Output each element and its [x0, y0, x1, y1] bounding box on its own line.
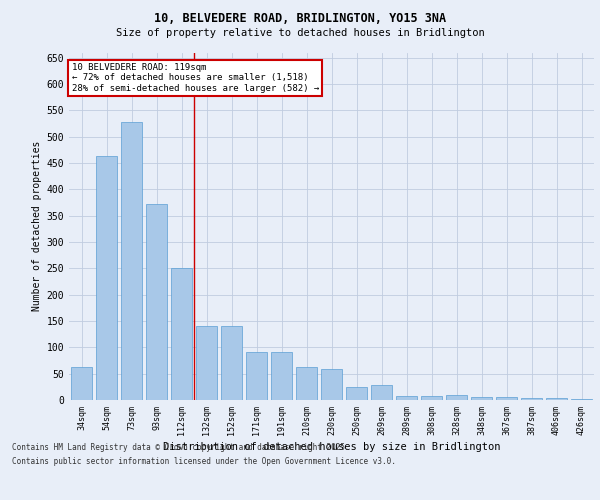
Bar: [496, 398, 517, 400]
Bar: [521, 398, 542, 400]
Text: 10, BELVEDERE ROAD, BRIDLINGTON, YO15 3NA: 10, BELVEDERE ROAD, BRIDLINGTON, YO15 3N…: [154, 12, 446, 26]
Bar: [346, 387, 367, 400]
Bar: [71, 368, 92, 400]
Bar: [196, 326, 217, 400]
Bar: [371, 386, 392, 400]
Bar: [421, 396, 442, 400]
Bar: [146, 204, 167, 400]
Text: Size of property relative to detached houses in Bridlington: Size of property relative to detached ho…: [116, 28, 484, 38]
Bar: [271, 352, 292, 400]
Bar: [321, 370, 342, 400]
Bar: [546, 398, 567, 400]
Text: Contains public sector information licensed under the Open Government Licence v3: Contains public sector information licen…: [12, 458, 396, 466]
Bar: [221, 326, 242, 400]
Bar: [121, 122, 142, 400]
Y-axis label: Number of detached properties: Number of detached properties: [32, 141, 43, 312]
Text: 10 BELVEDERE ROAD: 119sqm
← 72% of detached houses are smaller (1,518)
28% of se: 10 BELVEDERE ROAD: 119sqm ← 72% of detac…: [71, 63, 319, 92]
Bar: [446, 394, 467, 400]
Bar: [571, 399, 592, 400]
Bar: [246, 352, 267, 400]
X-axis label: Distribution of detached houses by size in Bridlington: Distribution of detached houses by size …: [163, 442, 500, 452]
Bar: [96, 156, 117, 400]
Bar: [471, 398, 492, 400]
Bar: [171, 268, 192, 400]
Text: Contains HM Land Registry data © Crown copyright and database right 2025.: Contains HM Land Registry data © Crown c…: [12, 442, 350, 452]
Bar: [296, 368, 317, 400]
Bar: [396, 396, 417, 400]
